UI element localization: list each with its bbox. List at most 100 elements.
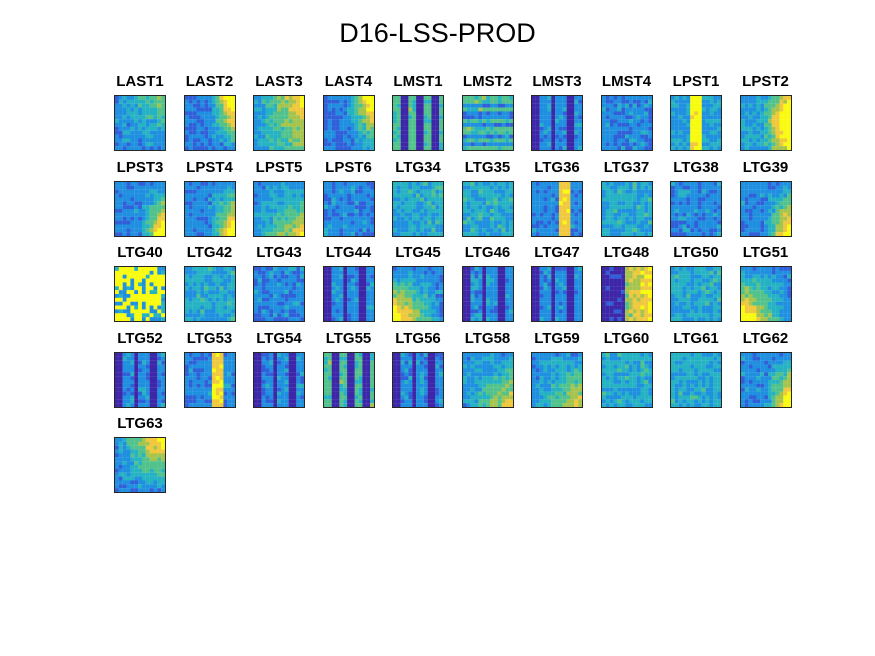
heatmap-cell [219, 232, 223, 236]
heatmap-cell [200, 146, 204, 150]
heatmap-cell [277, 220, 281, 224]
heatmap-cell [756, 209, 760, 213]
heatmap-cell [486, 290, 490, 294]
heatmap-cell [150, 267, 154, 271]
heatmap-cell [153, 96, 157, 100]
heatmap-cell [289, 275, 293, 279]
heatmap-cell [157, 271, 161, 275]
heatmap-cell [420, 123, 424, 127]
heatmap-cell [150, 212, 154, 216]
heatmap-cell [509, 104, 513, 108]
heatmap-cell [675, 197, 679, 201]
heatmap-cell [215, 182, 219, 186]
heatmap-cell [254, 313, 258, 317]
heatmap-cell [277, 185, 281, 189]
heatmap-cell [486, 135, 490, 139]
heatmap-cell [493, 205, 497, 209]
heatmap-cell [397, 193, 401, 197]
heatmap-cell [296, 302, 300, 306]
heatmap-cell [555, 282, 559, 286]
heatmap-cell [474, 313, 478, 317]
heatmap-cell [227, 119, 231, 123]
heatmap-cell [420, 182, 424, 186]
heatmap-cell [397, 127, 401, 131]
heatmap-cell [366, 309, 370, 313]
heatmap-image [323, 181, 375, 237]
heatmap-cell [258, 232, 262, 236]
heatmap-cell [188, 290, 192, 294]
heatmap-cell [717, 142, 721, 146]
heatmap-cell [509, 119, 513, 123]
heatmap-cell [648, 123, 652, 127]
heatmap-cell [339, 96, 343, 100]
heatmap-cell [150, 197, 154, 201]
heatmap-cell [717, 138, 721, 142]
heatmap-cell [632, 138, 636, 142]
heatmap-cell [675, 104, 679, 108]
heatmap-cell [204, 96, 208, 100]
heatmap-cell [123, 279, 127, 283]
heatmap-cell [219, 317, 223, 321]
heatmap-cell [555, 224, 559, 228]
heatmap-cell [605, 228, 609, 232]
heatmap-cell [204, 201, 208, 205]
heatmap-cell [258, 302, 262, 306]
heatmap-cell [211, 193, 215, 197]
heatmap-cell [350, 294, 354, 298]
heatmap-cell [258, 275, 262, 279]
heatmap-cell [501, 111, 505, 115]
heatmap-cell [474, 275, 478, 279]
heatmap-cell [617, 189, 621, 193]
heatmap-cell [208, 146, 212, 150]
heatmap-cell [760, 119, 764, 123]
heatmap-cell [439, 193, 443, 197]
heatmap-cell [509, 271, 513, 275]
heatmap-cell [702, 142, 706, 146]
heatmap-cell [536, 275, 540, 279]
heatmap-cell [493, 119, 497, 123]
heatmap-cell [636, 224, 640, 228]
heatmap-cell [628, 115, 632, 119]
heatmap-cell [428, 271, 432, 275]
heatmap-cell [559, 205, 563, 209]
heatmap-cell [617, 119, 621, 123]
heatmap-cell [621, 104, 625, 108]
heatmap-cell [204, 275, 208, 279]
heatmap-cell [787, 220, 791, 224]
heatmap-cell [300, 224, 304, 228]
heatmap-cell [551, 131, 555, 135]
heatmap-cell [161, 142, 165, 146]
heatmap-cell [679, 193, 683, 197]
heatmap-cell [435, 286, 439, 290]
heatmap-cell [694, 142, 698, 146]
heatmap-cell [350, 282, 354, 286]
heatmap-cell [547, 298, 551, 302]
heatmap-cell [428, 100, 432, 104]
heatmap-cell [262, 317, 266, 321]
heatmap-cell [273, 119, 277, 123]
heatmap-cell [748, 232, 752, 236]
heatmap-cell [640, 115, 644, 119]
heatmap-cell [227, 294, 231, 298]
heatmap-cell [354, 290, 358, 294]
heatmap-cell [489, 212, 493, 216]
heatmap-cell [397, 279, 401, 283]
heatmap-cell [551, 189, 555, 193]
heatmap-cell [435, 313, 439, 317]
heatmap-cell [324, 224, 328, 228]
heatmap-cell [686, 104, 690, 108]
heatmap-cell [439, 232, 443, 236]
heatmap-cell [613, 228, 617, 232]
heatmap-cell [783, 108, 787, 112]
heatmap-cell [269, 220, 273, 224]
heatmap-cell [393, 306, 397, 310]
heatmap-cell [509, 182, 513, 186]
heatmap-cell [767, 197, 771, 201]
heatmap-cell [393, 108, 397, 112]
heatmap-cell [435, 197, 439, 201]
heatmap-cell [420, 189, 424, 193]
heatmap-cell [134, 123, 138, 127]
heatmap-cell [223, 271, 227, 275]
heatmap-cell [497, 115, 501, 119]
heatmap-cell [551, 142, 555, 146]
